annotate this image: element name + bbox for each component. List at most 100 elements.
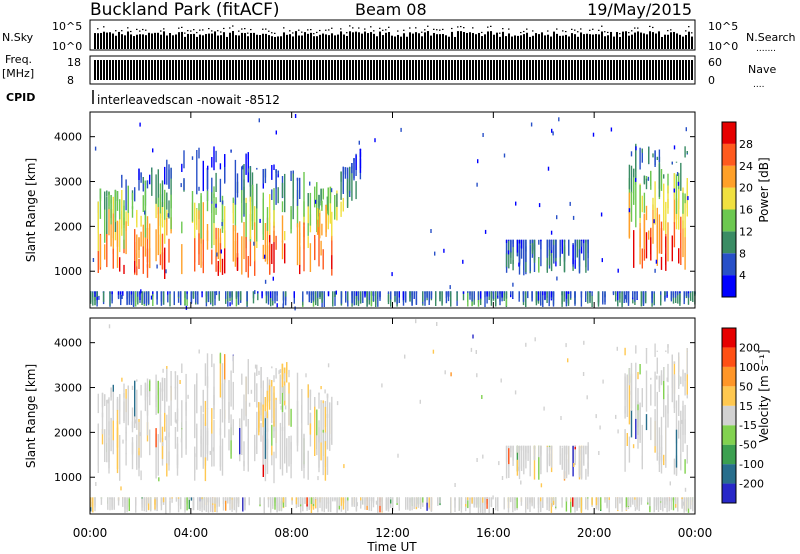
x-tick-label: 20:00 (577, 526, 612, 540)
nsky-bar (145, 35, 147, 49)
data-cell (617, 429, 619, 434)
freq-bar (187, 60, 189, 80)
data-cell (207, 165, 209, 170)
freq-bar (151, 60, 153, 80)
data-cell (147, 291, 150, 305)
freq-bar (214, 60, 216, 80)
nsky-bar (178, 32, 180, 49)
data-cell (206, 430, 209, 461)
data-cell (273, 375, 275, 383)
data-cell (570, 497, 572, 513)
nsearch-dot (442, 28, 444, 31)
data-cell (578, 497, 580, 508)
data-cell (515, 201, 517, 206)
nsearch-dot (433, 28, 435, 30)
data-cell (510, 239, 512, 242)
data-cell (538, 203, 541, 208)
data-cell (177, 497, 180, 499)
data-cell (673, 188, 676, 224)
data-cell (324, 389, 326, 394)
data-cell (165, 510, 167, 514)
data-cell (362, 291, 364, 294)
data-cell (307, 384, 309, 398)
nsky-bar (649, 31, 651, 49)
data-cell (221, 363, 224, 399)
data-cell (525, 342, 527, 347)
data-cell (101, 392, 104, 408)
data-cell (212, 447, 215, 452)
data-cell (256, 183, 258, 209)
data-cell (355, 155, 357, 170)
nsky-bar (565, 34, 567, 49)
data-cell (583, 239, 585, 261)
nsky-bar (388, 32, 390, 49)
data-cell (617, 497, 619, 510)
data-cell (92, 497, 94, 513)
data-cell (224, 379, 226, 421)
data-cell (184, 291, 186, 305)
freq-bar (325, 60, 327, 80)
nsky-bar (502, 31, 504, 49)
data-cell (481, 395, 483, 399)
freq-bar (550, 60, 552, 80)
data-cell (338, 497, 340, 506)
data-cell (654, 343, 656, 357)
data-cell (662, 497, 664, 502)
nsky-bar (616, 32, 618, 49)
data-cell (205, 291, 208, 303)
freq-bar (172, 60, 174, 80)
data-cell (323, 497, 325, 504)
data-cell (161, 252, 164, 270)
data-cell (426, 497, 428, 511)
data-cell (642, 291, 645, 306)
data-cell (415, 497, 418, 507)
data-cell (484, 497, 486, 506)
data-cell (227, 497, 229, 504)
data-cell (601, 258, 603, 263)
data-cell (327, 363, 330, 368)
nsearch-dot (190, 30, 192, 32)
nsky-bar (544, 35, 546, 49)
data-cell (400, 127, 402, 132)
data-cell (647, 497, 649, 500)
data-cell (322, 188, 324, 200)
data-cell (660, 446, 663, 474)
data-cell (686, 151, 688, 154)
nsearch-dot (313, 33, 315, 35)
data-cell (264, 397, 266, 412)
data-cell (260, 367, 262, 411)
data-cell (619, 497, 621, 499)
data-cell (164, 399, 166, 422)
freq-bar (619, 60, 621, 80)
data-cell (681, 497, 683, 500)
nsearch-dot (397, 30, 399, 32)
data-cell (560, 416, 562, 420)
data-cell (550, 247, 553, 272)
data-cell (273, 451, 275, 484)
data-cell (537, 497, 540, 513)
data-cell (623, 291, 625, 303)
data-cell (658, 163, 661, 197)
freq-bar (139, 60, 141, 80)
data-cell (136, 440, 138, 470)
freq-bar (415, 60, 417, 80)
data-cell (202, 413, 204, 450)
data-cell (230, 427, 232, 459)
freq-bar (334, 60, 336, 80)
data-cell (219, 243, 222, 254)
data-cell (330, 497, 332, 500)
data-cell (144, 382, 147, 392)
data-cell (486, 291, 488, 304)
data-cell (230, 149, 232, 153)
data-cell (236, 232, 239, 259)
data-cell (273, 164, 275, 170)
data-cell (141, 497, 143, 508)
data-cell (306, 291, 308, 295)
data-cell (307, 202, 309, 224)
nsky-bar (556, 33, 558, 49)
nsearch-dot (325, 29, 327, 31)
nsky-bar (352, 32, 354, 49)
nsky-bar (187, 33, 189, 49)
data-cell (637, 388, 639, 405)
data-cell (256, 364, 258, 376)
